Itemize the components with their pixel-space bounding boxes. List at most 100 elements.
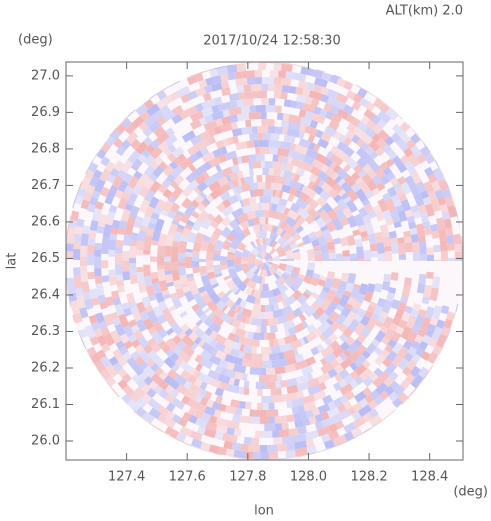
echo-cell <box>406 330 418 344</box>
echo-cell <box>202 138 211 147</box>
x-axis-label: lon <box>254 504 274 519</box>
echo-cell <box>169 292 178 299</box>
echo-cell <box>334 175 343 184</box>
echo-cell <box>208 415 218 424</box>
echo-cell <box>240 260 249 265</box>
echo-cell <box>262 402 269 411</box>
echo-cell <box>387 338 397 348</box>
echo-cell <box>317 235 327 247</box>
echo-cell <box>112 362 123 372</box>
echo-cell <box>277 276 287 285</box>
echo-cell <box>258 203 262 211</box>
echo-cell <box>121 191 131 201</box>
echo-cell <box>262 269 265 278</box>
echo-cell <box>410 233 419 243</box>
echo-cell <box>234 231 246 243</box>
echo-cell <box>374 330 386 343</box>
echo-cell <box>207 135 217 145</box>
echo-cell <box>361 214 372 225</box>
echo-cell <box>412 210 421 219</box>
echo-cell <box>227 254 235 260</box>
echo-cell <box>111 219 121 229</box>
echo-cell <box>241 197 251 207</box>
echo-cell <box>229 340 242 351</box>
echo-cell <box>331 172 340 181</box>
echo-cell <box>130 324 140 333</box>
echo-cell <box>233 378 240 387</box>
echo-cell <box>221 205 235 218</box>
echo-cell <box>179 274 189 285</box>
echo-cell <box>405 315 417 329</box>
echo-cell <box>363 108 376 120</box>
echo-cell <box>271 263 280 271</box>
echo-cell <box>191 303 201 312</box>
echo-cell <box>358 398 369 408</box>
echo-cell <box>235 71 244 80</box>
echo-cell <box>109 311 119 321</box>
echo-cell <box>144 275 153 287</box>
echo-cell <box>116 280 125 287</box>
echo-cell <box>328 430 340 440</box>
echo-cell <box>283 349 296 359</box>
echo-cell <box>200 275 211 286</box>
echo-cell <box>355 188 368 203</box>
echo-cell <box>100 142 111 153</box>
echo-cell <box>128 334 138 343</box>
echo-cell <box>165 274 174 284</box>
echo-cell <box>270 182 283 192</box>
echo-cell <box>447 205 457 218</box>
echo-cell <box>375 382 389 395</box>
echo-cell <box>205 399 215 408</box>
echo-cell <box>244 401 252 410</box>
echo-cell <box>256 175 263 183</box>
echo-cell <box>400 199 412 212</box>
echo-cell <box>426 247 434 256</box>
echo-cell <box>221 166 233 177</box>
echo-cell <box>75 188 80 198</box>
y-tick-label: 26.0 <box>31 434 60 449</box>
echo-cell <box>215 424 228 434</box>
echo-cell <box>267 444 278 452</box>
echo-cell <box>305 269 315 278</box>
echo-cell <box>290 230 298 237</box>
echo-cell <box>338 378 347 388</box>
echo-cell <box>204 84 214 94</box>
echo-cell <box>217 101 232 112</box>
echo-cell <box>422 221 431 230</box>
echo-cell <box>189 119 202 130</box>
echo-cell <box>213 409 222 418</box>
echo-cell <box>186 276 195 282</box>
echo-cell <box>117 356 128 367</box>
echo-cell <box>353 322 366 336</box>
echo-cell <box>357 404 373 418</box>
echo-cell <box>100 355 112 368</box>
echo-cell <box>366 179 378 192</box>
echo-cell <box>226 233 236 242</box>
echo-cell <box>108 356 119 366</box>
echo-cell <box>166 209 177 219</box>
echo-cell <box>205 421 218 432</box>
echo-cell <box>89 176 100 188</box>
echo-cell <box>344 174 357 188</box>
echo-cell <box>438 228 447 241</box>
echo-cell <box>136 240 145 251</box>
echo-cell <box>364 146 375 156</box>
echo-cell <box>420 317 432 331</box>
echo-cell <box>272 189 277 197</box>
echo-cell <box>445 227 454 236</box>
chart-title: 2017/10/24 12:58:30 <box>203 34 340 49</box>
echo-cell <box>292 348 299 356</box>
echo-cell <box>320 433 331 443</box>
x-tick-label: 128.0 <box>290 470 327 485</box>
echo-cell <box>73 248 81 260</box>
echo-cell <box>163 431 171 437</box>
echo-cell <box>128 257 136 264</box>
echo-cell <box>158 88 167 93</box>
echo-cell <box>298 301 311 314</box>
echo-cell <box>260 346 272 354</box>
echo-cell <box>159 161 168 170</box>
echo-cell <box>231 157 239 166</box>
echo-cell <box>329 258 337 261</box>
echo-cell <box>130 306 139 314</box>
